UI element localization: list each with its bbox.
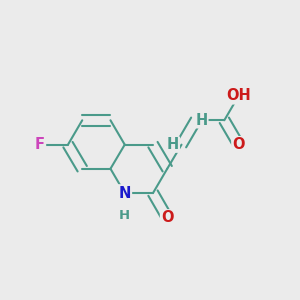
Text: F: F — [35, 137, 45, 152]
Text: H: H — [167, 137, 179, 152]
Text: O: O — [161, 210, 173, 225]
Text: H: H — [119, 209, 130, 222]
Text: N: N — [118, 186, 131, 201]
Text: OH: OH — [226, 88, 251, 104]
Text: H: H — [196, 113, 208, 128]
Text: N: N — [118, 186, 131, 201]
Text: O: O — [232, 137, 245, 152]
